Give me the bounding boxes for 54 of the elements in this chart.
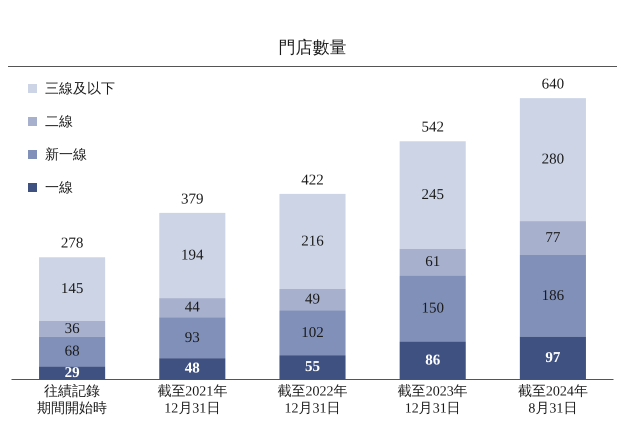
x-tick-label: 截至2024年8月31日 <box>518 383 588 416</box>
data-label: 44 <box>184 300 200 316</box>
data-label: 29 <box>64 364 80 381</box>
data-label: 61 <box>425 254 440 270</box>
data-label: 48 <box>184 360 200 377</box>
bar <box>39 336 106 367</box>
data-label: 194 <box>181 247 204 264</box>
bar <box>279 355 346 380</box>
x-tick-label: 截至2022年12月31日 <box>278 383 348 416</box>
bar <box>279 310 346 356</box>
data-label: 150 <box>421 300 444 317</box>
bar <box>39 320 106 337</box>
bar <box>400 141 466 249</box>
bar <box>159 298 226 318</box>
x-tick-label: 截至2023年12月31日 <box>398 383 468 416</box>
bar <box>520 255 586 337</box>
total-label: 379 <box>181 191 204 208</box>
data-label: 36 <box>64 320 80 337</box>
bar <box>520 336 586 380</box>
chart-title: 門店數量 <box>278 37 348 59</box>
total-label: 542 <box>421 120 444 136</box>
bar <box>520 221 586 256</box>
bar <box>520 98 586 222</box>
bar <box>39 257 106 321</box>
data-label: 186 <box>542 288 565 304</box>
legend-label: 二線 <box>45 114 73 130</box>
data-label: 145 <box>60 281 84 298</box>
data-label: 49 <box>305 292 320 308</box>
total-label: 278 <box>60 236 84 252</box>
bar <box>279 194 346 289</box>
data-label: 97 <box>545 350 561 366</box>
legend-label: 新一線 <box>45 146 87 164</box>
data-label: 216 <box>301 233 324 250</box>
data-label: 280 <box>542 152 564 168</box>
bar <box>159 317 226 358</box>
data-label: 77 <box>545 230 561 246</box>
data-label: 245 <box>421 186 444 203</box>
legend-label: 一線 <box>45 180 73 196</box>
bar <box>400 342 466 380</box>
data-label: 102 <box>301 324 324 341</box>
data-label: 55 <box>305 359 320 376</box>
total-label: 640 <box>542 76 564 93</box>
bar <box>400 248 466 276</box>
x-tick-label: 往績記錄期間開始時 <box>37 383 108 416</box>
data-label: 93 <box>184 330 200 346</box>
bar <box>400 276 466 342</box>
data-label: 68 <box>64 344 80 360</box>
data-label: 86 <box>425 352 441 368</box>
bar <box>159 358 226 380</box>
legend-label: 三線及以下 <box>45 80 115 98</box>
bar <box>159 212 226 298</box>
total-label: 422 <box>301 172 324 188</box>
x-tick-label: 截至2021年12月31日 <box>157 383 228 416</box>
bar <box>279 288 346 310</box>
